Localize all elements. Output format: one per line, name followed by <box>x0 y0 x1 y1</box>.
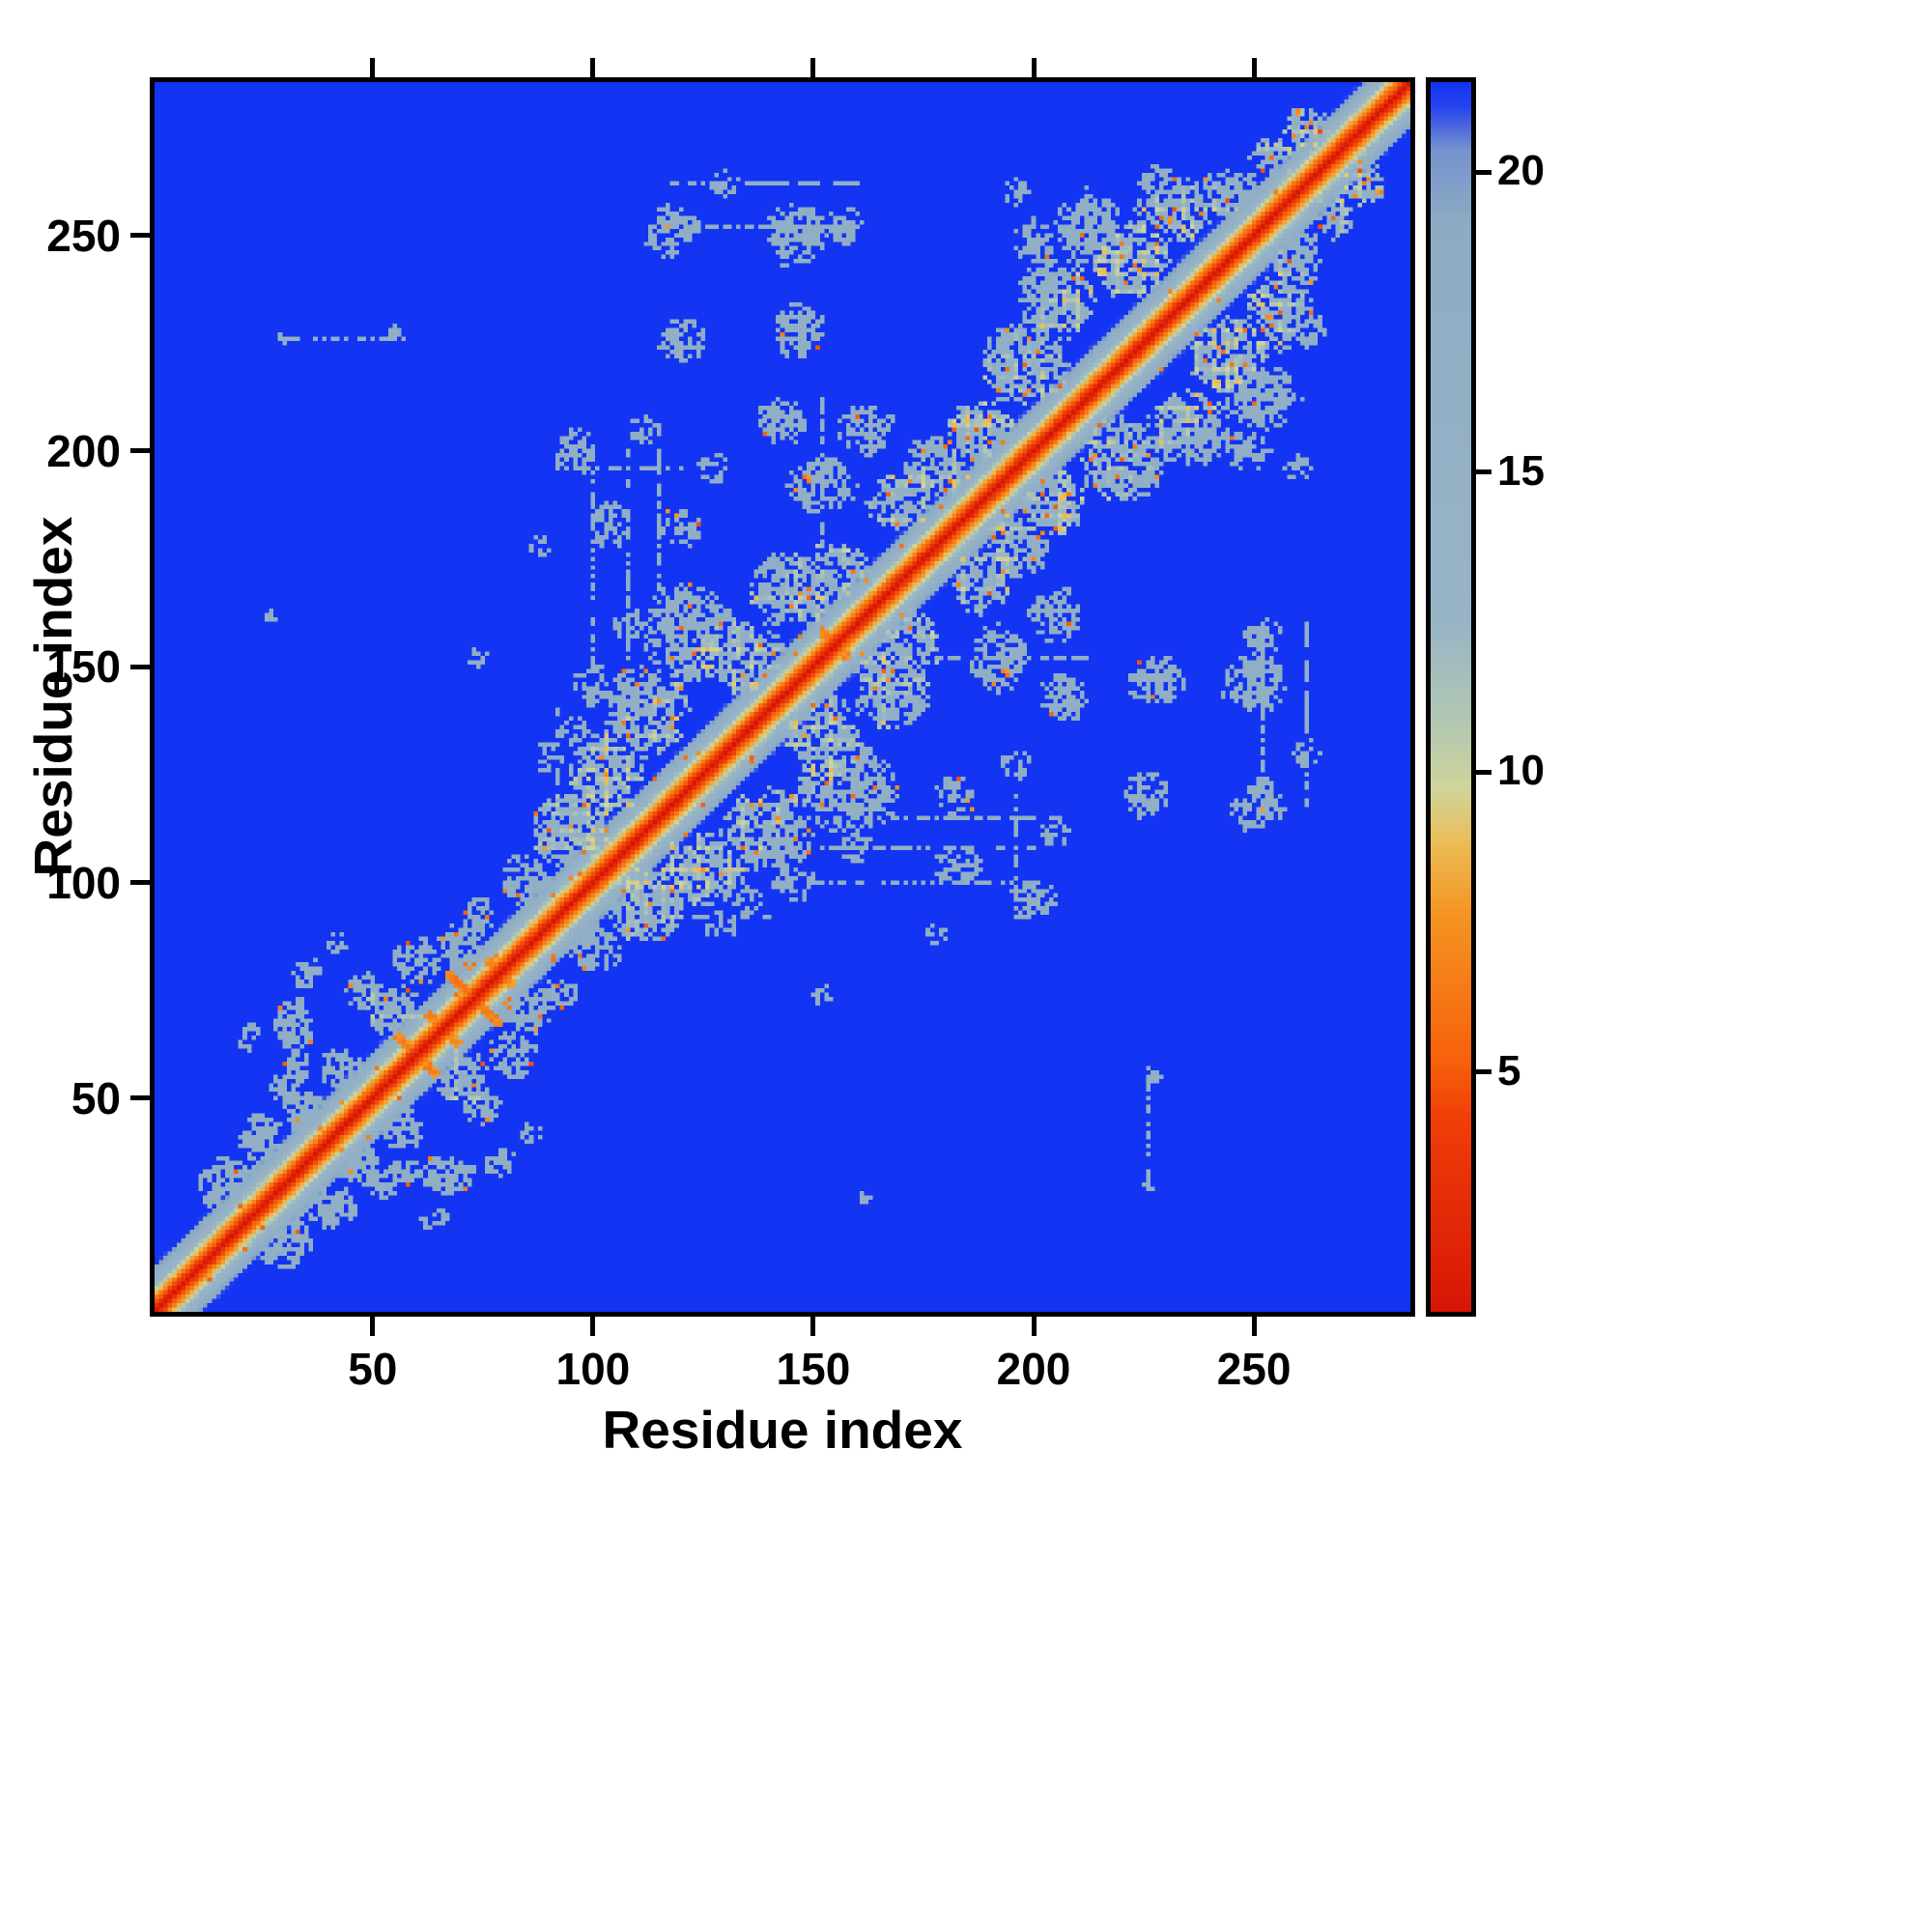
colorbar-tick-label: 15 <box>1497 446 1545 495</box>
x-tick <box>370 1317 376 1336</box>
top-tick <box>810 58 816 77</box>
x-tick-label: 250 <box>1216 1344 1292 1394</box>
heatmap-canvas <box>155 82 1410 1312</box>
y-tick <box>130 664 150 669</box>
y-tick <box>130 448 150 454</box>
colorbar-tick <box>1476 769 1492 775</box>
y-tick-label: 50 <box>71 1072 121 1123</box>
plot-frame <box>150 77 1415 1317</box>
y-tick <box>130 1095 150 1101</box>
x-tick-label: 100 <box>555 1344 631 1394</box>
y-tick <box>130 233 150 239</box>
x-tick <box>590 1317 596 1336</box>
y-tick-label: 200 <box>46 425 121 476</box>
colorbar-tick-label: 10 <box>1497 747 1545 795</box>
top-tick <box>370 58 376 77</box>
x-tick <box>1031 1317 1037 1336</box>
colorbar-tick <box>1476 1069 1492 1075</box>
colorbar-tick-label: 5 <box>1497 1046 1521 1094</box>
colorbar-tick <box>1476 469 1492 475</box>
colorbar-canvas <box>1431 82 1471 1312</box>
x-tick-label: 150 <box>776 1344 851 1394</box>
top-tick <box>590 58 596 77</box>
x-axis-label: Residue index <box>602 1400 963 1460</box>
x-tick <box>1251 1317 1257 1336</box>
y-tick-label: 150 <box>46 641 121 693</box>
colorbar-tick <box>1476 169 1492 175</box>
x-tick-label: 50 <box>348 1344 398 1394</box>
colorbar-tick-label: 20 <box>1497 147 1545 195</box>
y-tick-label: 100 <box>46 857 121 908</box>
colorbar-frame <box>1426 77 1476 1317</box>
x-tick <box>810 1317 816 1336</box>
top-tick <box>1031 58 1037 77</box>
top-tick <box>1251 58 1257 77</box>
y-tick <box>130 880 150 886</box>
y-tick-label: 250 <box>46 210 121 261</box>
y-axis-label: Residue index <box>23 516 83 877</box>
x-tick-label: 200 <box>996 1344 1071 1394</box>
